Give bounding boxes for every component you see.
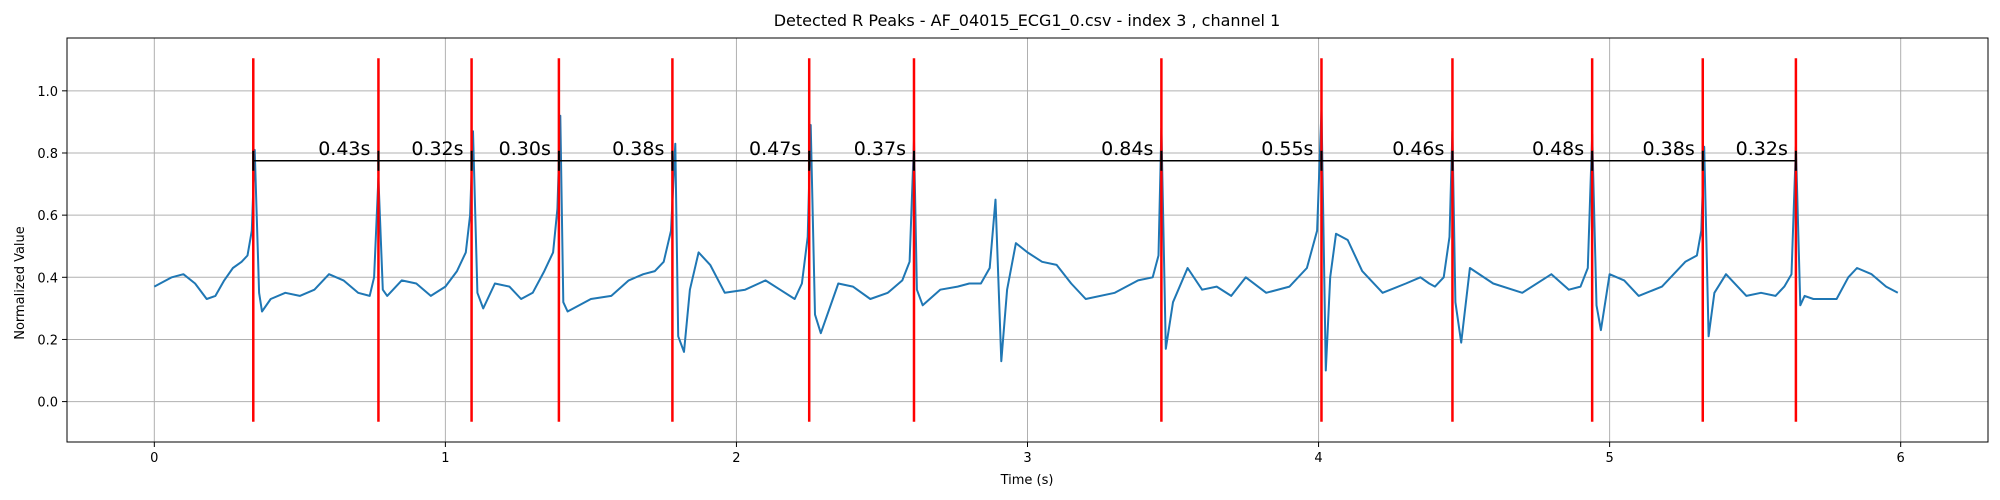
x-axis-label: Time (s) (1000, 473, 1054, 488)
x-tick-label: 5 (1605, 451, 1613, 466)
rr-interval-label: 0.47s (749, 138, 801, 160)
rr-interval-label: 0.55s (1261, 138, 1313, 160)
x-tick-label: 3 (1023, 451, 1031, 466)
rr-interval-label: 0.30s (499, 138, 551, 160)
rr-interval-label: 0.32s (411, 138, 463, 160)
y-tick-label: 0.8 (37, 147, 58, 162)
y-tick-label: 1.0 (37, 85, 58, 100)
x-tick-label: 1 (441, 451, 449, 466)
rr-interval-label: 0.84s (1101, 138, 1153, 160)
ecg-signal-line (153, 108, 1899, 372)
rr-interval-label: 0.38s (1643, 138, 1695, 160)
y-tick-label: 0.0 (37, 396, 58, 411)
x-tick-label: 4 (1314, 451, 1322, 466)
rr-interval-label: 0.32s (1736, 138, 1788, 160)
x-tick-label: 6 (1897, 451, 1905, 466)
y-tick-label: 0.2 (37, 333, 58, 348)
x-tick-label: 0 (150, 451, 158, 466)
chart-title: Detected R Peaks - AF_04015_ECG1_0.csv -… (774, 11, 1281, 31)
y-axis-label: Normalized Value (13, 226, 28, 340)
rr-interval-label: 0.43s (318, 138, 370, 160)
rr-interval-label: 0.37s (854, 138, 906, 160)
rr-interval-label: 0.38s (612, 138, 664, 160)
x-tick-label: 2 (732, 451, 740, 466)
y-tick-label: 0.6 (37, 209, 58, 224)
y-tick-label: 0.4 (37, 271, 58, 286)
rr-interval-label: 0.48s (1532, 138, 1584, 160)
rr-interval-label: 0.46s (1392, 138, 1444, 160)
plot-area: 0.43s 0.32s 0.30s 0.38s 0.47s 0.37s 0.84s 0.55s… (37, 37, 1989, 466)
